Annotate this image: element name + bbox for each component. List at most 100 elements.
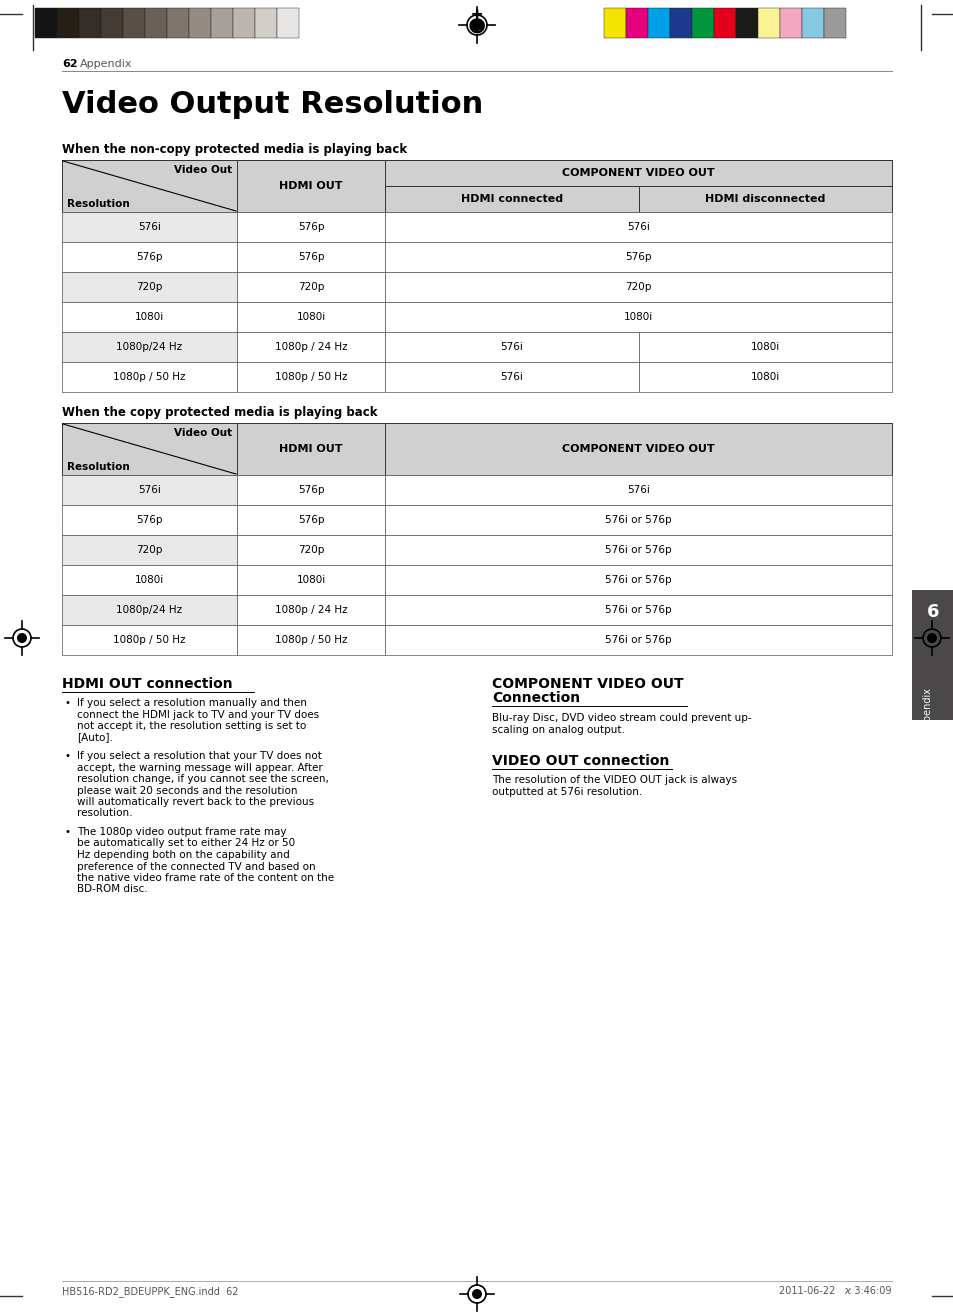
Text: When the copy protected media is playing back: When the copy protected media is playing… xyxy=(62,406,377,419)
Bar xyxy=(691,8,713,38)
Text: HDMI OUT: HDMI OUT xyxy=(279,181,342,191)
Text: Blu-ray Disc, DVD video stream could prevent up-: Blu-ray Disc, DVD video stream could pre… xyxy=(492,713,751,723)
Text: If you select a resolution that your TV does not: If you select a resolution that your TV … xyxy=(77,751,321,761)
Circle shape xyxy=(17,633,27,643)
Text: Appendix: Appendix xyxy=(923,686,932,732)
Text: 720p: 720p xyxy=(136,544,163,555)
Bar xyxy=(603,8,625,38)
Text: When the non-copy protected media is playing back: When the non-copy protected media is pla… xyxy=(62,143,407,156)
Bar xyxy=(713,8,735,38)
Text: 576p: 576p xyxy=(297,515,324,525)
Text: 62: 62 xyxy=(62,59,77,68)
Text: 1080p / 50 Hz: 1080p / 50 Hz xyxy=(274,635,347,644)
Bar xyxy=(62,625,236,655)
Bar xyxy=(669,8,691,38)
Text: 576p: 576p xyxy=(297,485,324,494)
Text: •: • xyxy=(64,827,70,838)
Bar xyxy=(57,8,79,38)
Bar xyxy=(801,8,823,38)
Text: Video Out: Video Out xyxy=(173,427,232,438)
Bar xyxy=(62,535,236,565)
Text: [Auto].: [Auto]. xyxy=(77,732,112,743)
Bar xyxy=(62,362,236,392)
Text: Connection: Connection xyxy=(492,690,579,705)
Text: 1080i: 1080i xyxy=(750,342,780,352)
Bar xyxy=(123,8,145,38)
Bar xyxy=(62,423,236,475)
Bar xyxy=(62,160,891,185)
Text: 1080p/24 Hz: 1080p/24 Hz xyxy=(116,342,182,352)
Text: The resolution of the VIDEO OUT jack is always: The resolution of the VIDEO OUT jack is … xyxy=(492,775,737,785)
Bar xyxy=(236,625,385,655)
Bar xyxy=(236,242,385,272)
Text: 1080i: 1080i xyxy=(134,312,164,322)
Text: 1080i: 1080i xyxy=(134,575,164,585)
Bar xyxy=(62,331,236,362)
Bar xyxy=(62,302,236,331)
Bar xyxy=(385,565,891,594)
Text: ♁: ♁ xyxy=(466,11,487,39)
Bar xyxy=(823,8,845,38)
Text: 720p: 720p xyxy=(297,544,324,555)
Bar xyxy=(236,475,385,505)
Bar xyxy=(385,475,891,505)
Text: please wait 20 seconds and the resolution: please wait 20 seconds and the resolutio… xyxy=(77,785,297,796)
Text: HDMI disconnected: HDMI disconnected xyxy=(704,195,825,204)
Bar xyxy=(385,242,891,272)
Text: 1080i: 1080i xyxy=(750,372,780,381)
Circle shape xyxy=(926,633,936,643)
Bar xyxy=(145,8,167,38)
Text: 576i or 576p: 576i or 576p xyxy=(604,544,671,555)
Bar xyxy=(62,242,236,272)
Text: 720p: 720p xyxy=(136,281,163,292)
Bar xyxy=(385,160,891,185)
Bar xyxy=(647,8,669,38)
Bar xyxy=(236,160,385,212)
Bar xyxy=(385,505,891,535)
Bar xyxy=(639,331,891,362)
Bar xyxy=(385,302,891,331)
Text: 576i: 576i xyxy=(138,222,161,231)
Bar xyxy=(62,423,891,448)
Bar xyxy=(233,8,254,38)
Text: COMPONENT VIDEO OUT: COMPONENT VIDEO OUT xyxy=(561,168,714,178)
Text: 1080p / 50 Hz: 1080p / 50 Hz xyxy=(274,372,347,381)
Text: 576p: 576p xyxy=(297,222,324,231)
Text: 1080i: 1080i xyxy=(623,312,653,322)
Text: 1080i: 1080i xyxy=(296,575,325,585)
Bar xyxy=(758,8,780,38)
Text: COMPONENT VIDEO OUT: COMPONENT VIDEO OUT xyxy=(492,677,683,690)
Bar xyxy=(254,8,276,38)
Text: preference of the connected TV and based on: preference of the connected TV and based… xyxy=(77,861,315,872)
Circle shape xyxy=(472,1289,481,1299)
Bar xyxy=(167,8,189,38)
Text: HDMI OUT: HDMI OUT xyxy=(279,444,342,454)
Text: accept, the warning message will appear. After: accept, the warning message will appear.… xyxy=(77,763,322,772)
Text: 1080p / 50 Hz: 1080p / 50 Hz xyxy=(113,635,186,644)
Text: •: • xyxy=(64,751,70,761)
Bar xyxy=(911,590,953,721)
Bar xyxy=(62,594,236,625)
Text: connect the HDMI jack to TV and your TV does: connect the HDMI jack to TV and your TV … xyxy=(77,710,319,719)
Text: 576i or 576p: 576i or 576p xyxy=(604,605,671,615)
Text: Resolution: Resolution xyxy=(67,199,130,209)
Bar xyxy=(236,423,385,475)
Text: Hz depending both on the capability and: Hz depending both on the capability and xyxy=(77,849,290,860)
Text: VIDEO OUT connection: VIDEO OUT connection xyxy=(492,753,669,768)
Bar xyxy=(385,625,891,655)
Bar xyxy=(62,475,236,505)
Bar xyxy=(62,272,236,302)
Text: Video Output Resolution: Video Output Resolution xyxy=(62,89,483,118)
Text: HDMI connected: HDMI connected xyxy=(460,195,562,204)
Bar xyxy=(236,505,385,535)
Bar xyxy=(639,185,891,212)
Text: resolution change, if you cannot see the screen,: resolution change, if you cannot see the… xyxy=(77,775,329,784)
Bar xyxy=(236,565,385,594)
Text: 576i: 576i xyxy=(626,485,649,494)
Bar xyxy=(385,185,639,212)
Text: 2011-06-22   ϰ 3:46:09: 2011-06-22 ϰ 3:46:09 xyxy=(779,1286,891,1297)
Text: HDMI OUT connection: HDMI OUT connection xyxy=(62,677,233,690)
Text: will automatically revert back to the previous: will automatically revert back to the pr… xyxy=(77,797,314,807)
Bar xyxy=(62,505,236,535)
Bar xyxy=(639,362,891,392)
